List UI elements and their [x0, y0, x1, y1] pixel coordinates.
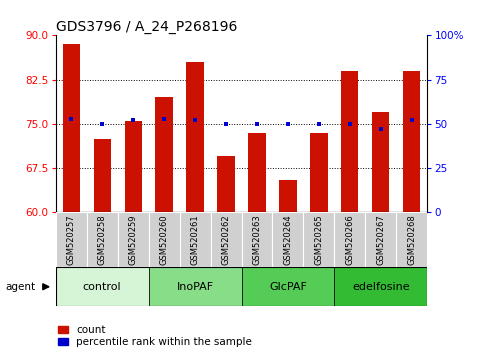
Point	[129, 118, 137, 123]
Point	[222, 121, 230, 127]
Point	[377, 126, 385, 132]
Point	[67, 116, 75, 121]
FancyBboxPatch shape	[180, 212, 211, 267]
Point	[408, 118, 416, 123]
Point	[346, 121, 354, 127]
Text: GSM520264: GSM520264	[284, 215, 293, 265]
FancyBboxPatch shape	[149, 212, 180, 267]
Bar	[125, 121, 142, 212]
Text: GSM520257: GSM520257	[67, 215, 75, 265]
Text: GSM520266: GSM520266	[345, 215, 355, 265]
FancyBboxPatch shape	[397, 212, 427, 267]
Point	[315, 121, 323, 127]
FancyBboxPatch shape	[117, 212, 149, 267]
Text: GSM520261: GSM520261	[190, 215, 199, 265]
FancyBboxPatch shape	[242, 267, 334, 306]
Bar	[62, 44, 80, 212]
Bar	[280, 180, 297, 212]
Point	[98, 121, 106, 127]
Text: GlcPAF: GlcPAF	[269, 282, 307, 292]
Bar	[341, 71, 358, 212]
FancyBboxPatch shape	[149, 267, 242, 306]
Bar	[372, 112, 389, 212]
Text: GSM520268: GSM520268	[408, 215, 416, 265]
Bar	[217, 156, 235, 212]
FancyBboxPatch shape	[334, 212, 366, 267]
Text: InoPAF: InoPAF	[176, 282, 213, 292]
Bar	[248, 133, 266, 212]
Bar	[403, 71, 421, 212]
FancyBboxPatch shape	[366, 212, 397, 267]
FancyBboxPatch shape	[272, 212, 303, 267]
Text: GSM520260: GSM520260	[159, 215, 169, 265]
Text: GSM520262: GSM520262	[222, 215, 230, 265]
Point	[253, 121, 261, 127]
Bar	[94, 139, 111, 212]
FancyBboxPatch shape	[334, 267, 427, 306]
Text: edelfosine: edelfosine	[352, 282, 410, 292]
FancyBboxPatch shape	[86, 212, 117, 267]
Text: control: control	[83, 282, 121, 292]
Text: GSM520259: GSM520259	[128, 215, 138, 265]
Point	[160, 116, 168, 121]
Bar	[186, 62, 203, 212]
Bar	[156, 97, 172, 212]
FancyBboxPatch shape	[56, 212, 86, 267]
FancyBboxPatch shape	[303, 212, 334, 267]
FancyBboxPatch shape	[242, 212, 272, 267]
Text: GSM520265: GSM520265	[314, 215, 324, 265]
Text: agent: agent	[6, 282, 36, 292]
Text: GSM520267: GSM520267	[376, 215, 385, 265]
Point	[284, 121, 292, 127]
FancyBboxPatch shape	[56, 267, 149, 306]
Text: GSM520263: GSM520263	[253, 215, 261, 265]
Point	[191, 118, 199, 123]
Legend: count, percentile rank within the sample: count, percentile rank within the sample	[58, 325, 252, 347]
Text: GSM520258: GSM520258	[98, 215, 107, 265]
Bar	[311, 133, 327, 212]
Text: GDS3796 / A_24_P268196: GDS3796 / A_24_P268196	[56, 21, 237, 34]
FancyBboxPatch shape	[211, 212, 242, 267]
